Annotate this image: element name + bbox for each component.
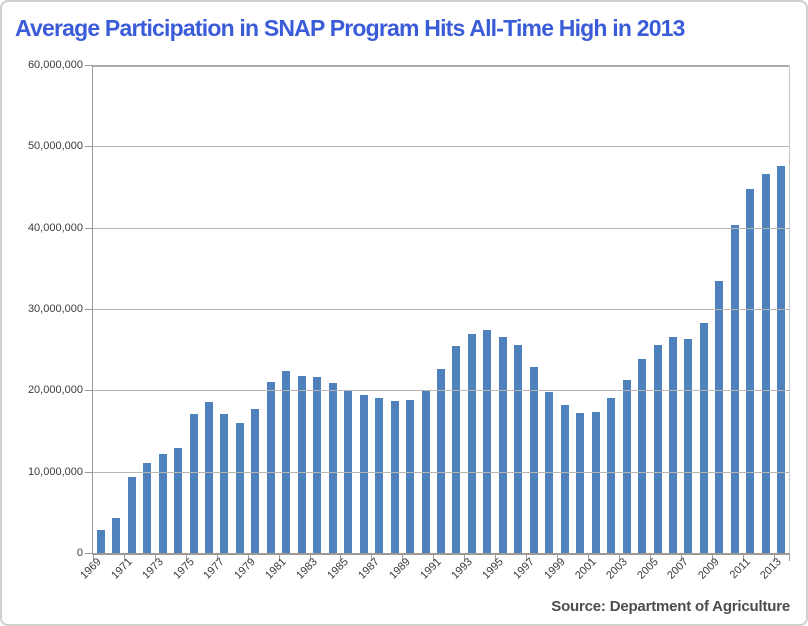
x-axis-tick bbox=[402, 553, 404, 561]
bar-1974 bbox=[174, 448, 183, 553]
x-axis-tick bbox=[309, 553, 311, 561]
x-axis-tick bbox=[773, 553, 775, 561]
y-axis-tick bbox=[85, 471, 92, 473]
x-axis-tick bbox=[216, 553, 218, 561]
x-axis-tick bbox=[742, 553, 744, 561]
x-axis-tick bbox=[154, 553, 156, 561]
y-axis-label: 20,000,000 bbox=[27, 384, 83, 397]
bar-2013 bbox=[777, 165, 786, 553]
y-axis-labels: 0 10,000,000 20,000,000 30,000,000 40,000,00… bbox=[2, 59, 86, 559]
x-axis-tick bbox=[649, 553, 651, 561]
x-axis-tick bbox=[557, 553, 558, 561]
source-note: Source: Department of Agriculture bbox=[551, 598, 790, 615]
y-axis-label: 30,000,000 bbox=[27, 303, 83, 315]
bar-1971 bbox=[127, 476, 136, 553]
x-axis-tick bbox=[680, 553, 682, 561]
x-axis-tick bbox=[526, 553, 528, 561]
y-axis-tick bbox=[85, 146, 92, 148]
y-axis-tick bbox=[85, 65, 92, 66]
y-axis-label: 40,000,000 bbox=[27, 221, 83, 234]
bar-1989 bbox=[406, 400, 415, 553]
gridline bbox=[93, 227, 789, 229]
y-axis-tick bbox=[85, 390, 92, 392]
x-axis-tick bbox=[340, 553, 342, 561]
bar-1975 bbox=[189, 414, 198, 553]
gridline bbox=[93, 471, 789, 473]
gridline bbox=[93, 390, 789, 392]
chart-title: Average Participation in SNAP Program Hi… bbox=[15, 15, 685, 41]
bar-1994 bbox=[483, 329, 492, 553]
bar-2012 bbox=[761, 173, 770, 553]
x-axis-tick bbox=[185, 553, 187, 561]
bar-1976 bbox=[205, 402, 213, 553]
x-axis-tick bbox=[464, 553, 466, 561]
bar-2007 bbox=[684, 338, 693, 553]
bar-1987 bbox=[375, 397, 384, 553]
bar-1970 bbox=[112, 517, 121, 553]
y-axis-label: 60,000,000 bbox=[27, 59, 83, 71]
bar-1981 bbox=[282, 370, 291, 553]
x-axis-tick bbox=[433, 553, 435, 561]
bar-2001 bbox=[591, 412, 600, 553]
y-axis-label: 0 bbox=[76, 547, 83, 559]
bar-2011 bbox=[746, 189, 755, 553]
y-axis-tick bbox=[85, 309, 92, 310]
gridline bbox=[93, 146, 789, 148]
x-axis-tick bbox=[278, 553, 280, 561]
bar-1990 bbox=[421, 389, 430, 553]
x-axis-tick bbox=[371, 553, 373, 561]
gridline bbox=[93, 309, 789, 310]
bar-1997 bbox=[529, 367, 538, 553]
bar-2009 bbox=[715, 280, 724, 553]
bar-2010 bbox=[730, 225, 739, 553]
bar-1969 bbox=[96, 529, 105, 553]
bar-1982 bbox=[297, 376, 306, 553]
bar-1972 bbox=[143, 462, 152, 553]
bar-1993 bbox=[467, 333, 476, 553]
x-axis-tick bbox=[789, 553, 790, 561]
y-axis-tick bbox=[85, 227, 92, 229]
x-axis-tick bbox=[495, 553, 497, 561]
bar-1988 bbox=[390, 401, 399, 553]
x-axis-tick bbox=[247, 553, 249, 561]
bar-2004 bbox=[638, 359, 647, 553]
bar-1978 bbox=[235, 422, 244, 553]
bar-2005 bbox=[653, 344, 662, 553]
bar-2003 bbox=[622, 380, 631, 553]
bar-1992 bbox=[452, 346, 461, 553]
bar-1986 bbox=[359, 394, 368, 553]
bar-1983 bbox=[313, 377, 322, 553]
bar-1973 bbox=[158, 454, 167, 553]
bar-2008 bbox=[699, 323, 708, 553]
bar-1995 bbox=[498, 336, 507, 553]
bar-1991 bbox=[437, 368, 445, 553]
x-axis-tick bbox=[587, 553, 589, 561]
y-axis-label: 50,000,000 bbox=[27, 140, 83, 153]
bar-1979 bbox=[251, 409, 260, 553]
bar-1977 bbox=[220, 414, 229, 553]
y-axis-tick bbox=[85, 553, 92, 554]
bar-2000 bbox=[576, 413, 585, 553]
bar-1999 bbox=[560, 405, 569, 553]
bar-2002 bbox=[607, 397, 616, 553]
gridline bbox=[93, 65, 789, 67]
x-axis-tick bbox=[618, 553, 620, 561]
x-axis-tick bbox=[123, 553, 125, 561]
bar-1996 bbox=[514, 345, 523, 553]
plot-area bbox=[85, 65, 790, 561]
bar-1980 bbox=[266, 381, 275, 553]
x-axis-tick bbox=[93, 553, 94, 561]
bar-1984 bbox=[328, 383, 337, 553]
y-axis-label: 10,000,000 bbox=[27, 465, 83, 478]
x-axis-tick bbox=[711, 553, 713, 561]
bar-2006 bbox=[669, 337, 677, 553]
